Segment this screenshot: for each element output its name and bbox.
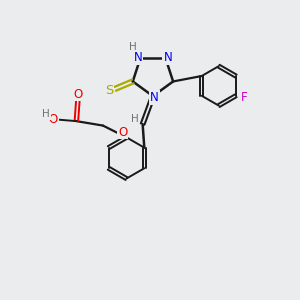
Text: N: N <box>150 91 159 104</box>
Text: O: O <box>49 113 58 126</box>
Text: O: O <box>118 125 128 139</box>
Text: H: H <box>43 110 50 119</box>
Text: N: N <box>164 51 172 64</box>
Text: H: H <box>130 114 138 124</box>
Text: N: N <box>134 51 142 64</box>
Text: F: F <box>241 91 247 104</box>
Text: O: O <box>73 88 83 100</box>
Text: H: H <box>129 42 137 52</box>
Text: S: S <box>105 84 113 97</box>
